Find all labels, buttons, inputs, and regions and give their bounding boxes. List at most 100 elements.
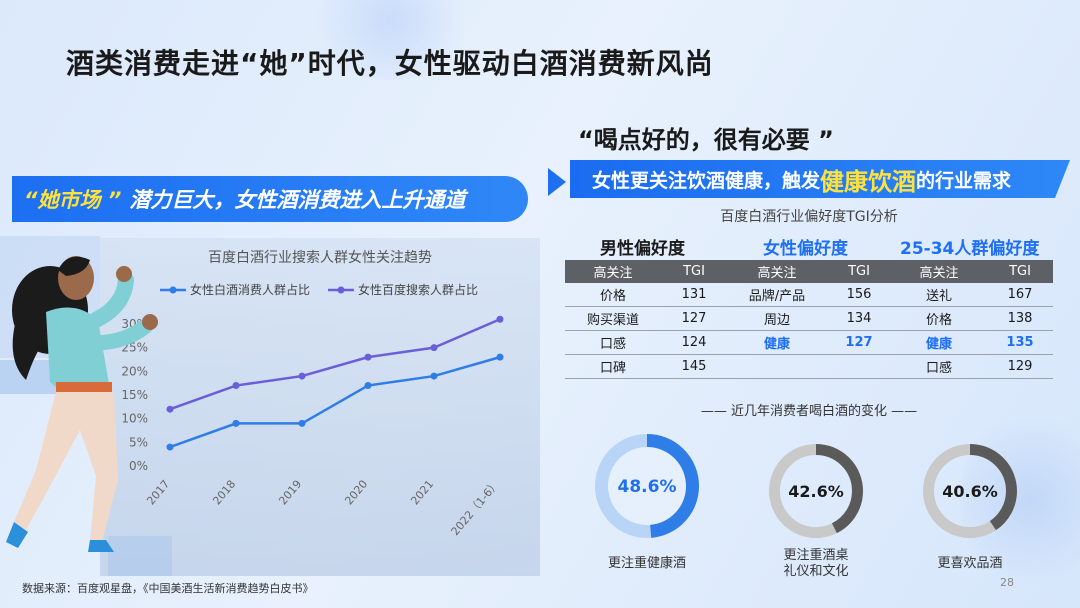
column-header: TGI xyxy=(661,260,727,283)
data-point xyxy=(232,382,240,390)
table-cell: 送礼 xyxy=(891,283,987,307)
tgi-table: 高关注 TGI 高关注 TGI 高关注 TGI 价格 131 品牌/产品 156… xyxy=(565,260,1053,379)
table-cell: 口感 xyxy=(565,330,661,355)
x-tick-label: 2021 xyxy=(408,478,436,508)
table-cell: 134 xyxy=(827,306,891,331)
table-cell-highlight: 127 xyxy=(827,330,891,355)
donut-value-arc xyxy=(769,444,863,538)
donut-value-label: 48.6% xyxy=(618,477,677,497)
table-cell: 127 xyxy=(661,306,727,331)
donut-value-label: 40.6% xyxy=(942,482,998,501)
legend-marker xyxy=(337,286,345,294)
data-point xyxy=(430,344,438,352)
y-tick-label: 5% xyxy=(129,435,148,449)
data-point xyxy=(430,372,438,380)
donut-chart-etiquette: 42.6% xyxy=(769,444,863,538)
table-cell: 周边 xyxy=(727,306,827,331)
table-cell: 156 xyxy=(827,283,891,307)
series-line xyxy=(169,318,501,411)
health-banner-text-after: 的行业需求 xyxy=(916,169,1012,192)
group-heading-female: 女性偏好度 xyxy=(763,239,848,259)
health-banner-text-before: 女性更关注饮酒健康，触发 xyxy=(592,169,821,192)
y-tick-label: 10% xyxy=(121,412,148,426)
table-row: 口碑 145 口感 129 xyxy=(565,354,1053,379)
donut-caption: 更注重健康酒 xyxy=(597,556,697,572)
column-header: 高关注 xyxy=(565,260,661,283)
y-tick-label: 20% xyxy=(121,364,148,378)
health-banner: 女性更关注饮酒健康，触发 健康饮酒 的行业需求 xyxy=(570,160,1070,198)
donut-chart-tasting: 40.6% xyxy=(923,444,1017,538)
donut-value-arc xyxy=(595,434,699,538)
donut-value-label: 42.6% xyxy=(788,482,844,501)
column-header: TGI xyxy=(987,260,1053,283)
data-point xyxy=(166,405,174,413)
x-tick-label: 2018 xyxy=(210,478,238,508)
table-cell: 124 xyxy=(661,330,727,355)
series-line xyxy=(169,355,501,449)
chart-title: 百度白酒行业搜索人群女性关注趋势 xyxy=(208,249,432,266)
market-banner: “她市场 ” 潜力巨大，女性酒消费进入上升通道 xyxy=(12,176,528,222)
tgi-table-title: 百度白酒行业偏好度TGI分析 xyxy=(720,209,898,225)
table-cell: 购买渠道 xyxy=(565,306,661,331)
table-header-row: 高关注 TGI 高关注 TGI 高关注 TGI xyxy=(565,260,1053,283)
table-cell xyxy=(827,354,891,379)
donut-caption-line: 礼仪和文化 xyxy=(783,564,849,579)
woman-illustration xyxy=(6,256,158,552)
data-source: 数据来源：百度观星盘，《中国美酒生活新消费趋势白皮书》 xyxy=(22,582,314,595)
donut-section-title: —— 近几年消费者喝白酒的变化 —— xyxy=(700,404,918,419)
x-tick-label: 2019 xyxy=(276,478,304,508)
decor-square xyxy=(108,536,172,576)
data-point xyxy=(298,372,306,380)
table-row: 口感 124 健康 127 健康 135 xyxy=(565,330,1053,355)
table-cell: 167 xyxy=(987,283,1053,307)
legend-label: 女性白酒消费人群占比 xyxy=(190,282,310,297)
table-cell-highlight: 健康 xyxy=(891,330,987,355)
market-banner-highlight: “她市场 ” xyxy=(24,188,122,212)
table-cell: 价格 xyxy=(891,306,987,331)
donut-caption: 更喜欢品酒 xyxy=(920,556,1020,572)
column-header: 高关注 xyxy=(727,260,827,283)
table-cell: 价格 xyxy=(565,283,661,307)
column-header: 高关注 xyxy=(891,260,987,283)
donut-center xyxy=(608,447,686,525)
legend-marker xyxy=(169,286,177,294)
background-glow xyxy=(960,400,1080,600)
column-header: TGI xyxy=(827,260,891,283)
table-row: 价格 131 品牌/产品 156 送礼 167 xyxy=(565,283,1053,307)
arrow-icon xyxy=(548,168,566,196)
donut-caption-line: 更注重健康酒 xyxy=(607,556,686,571)
table-cell xyxy=(727,354,827,379)
donut-caption: 更注重酒桌 礼仪和文化 xyxy=(766,548,866,580)
group-heading-age: 25-34人群偏好度 xyxy=(900,239,1040,259)
quote-text: “喝点好的，很有必要 ” xyxy=(578,126,834,154)
table-cell: 131 xyxy=(661,283,727,307)
table-cell: 129 xyxy=(987,354,1053,379)
data-point xyxy=(496,315,504,323)
x-tick-label: 2020 xyxy=(342,478,370,508)
legend-item: 女性白酒消费人群占比 xyxy=(160,282,310,297)
x-tick-label: 2022（1-6） xyxy=(449,478,503,538)
data-point xyxy=(166,443,174,451)
table-cell-highlight: 健康 xyxy=(727,330,827,355)
table-cell: 145 xyxy=(661,354,727,379)
table-cell-highlight: 135 xyxy=(987,330,1053,355)
table-cell: 口感 xyxy=(891,354,987,379)
page-title: 酒类消费走进“她”时代，女性驱动白酒消费新风尚 xyxy=(66,47,714,80)
data-point xyxy=(496,353,504,361)
legend-label: 女性百度搜索人群占比 xyxy=(358,282,478,297)
table-cell: 138 xyxy=(987,306,1053,331)
donut-value-arc xyxy=(923,444,1017,538)
legend-item: 女性百度搜索人群占比 xyxy=(328,282,478,297)
group-heading-male: 男性偏好度 xyxy=(600,239,685,259)
table-row: 购买渠道 127 周边 134 价格 138 xyxy=(565,306,1053,331)
table-cell: 口碑 xyxy=(565,354,661,379)
donut-caption-line: 更注重酒桌 xyxy=(783,548,849,563)
market-banner-text: 潜力巨大，女性酒消费进入上升通道 xyxy=(129,188,466,212)
health-banner-highlight: 健康饮酒 xyxy=(820,167,917,196)
data-point xyxy=(298,419,306,427)
page-number: 28 xyxy=(1000,576,1014,589)
y-tick-label: 15% xyxy=(121,388,148,402)
data-point xyxy=(364,382,372,390)
y-tick-label: 0% xyxy=(129,459,148,473)
